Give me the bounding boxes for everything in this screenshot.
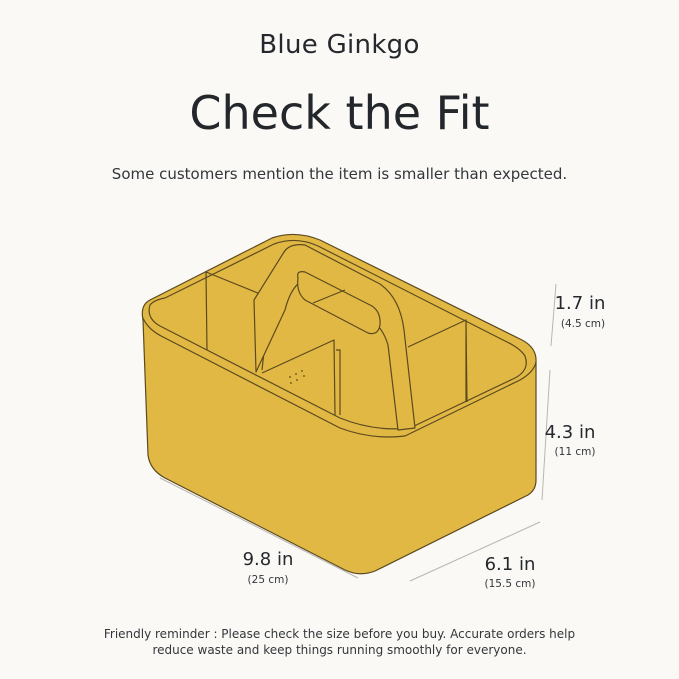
- caddy-front-edge: [142, 317, 537, 438]
- friendly-reminder: Friendly reminder : Please check the siz…: [0, 626, 679, 658]
- lip-height-value: 1.7 in: [554, 293, 606, 314]
- caddy-handle-inner-line: [312, 289, 346, 304]
- lip-height-metric: (4.5 cm): [560, 318, 606, 330]
- dimension-lines: [159, 283, 557, 582]
- reminder-line-1: Friendly reminder : Please check the siz…: [103, 627, 576, 641]
- height-value: 4.3 in: [544, 422, 596, 443]
- brand-name: Blue Ginkgo: [259, 30, 420, 60]
- page-title: Check the Fit: [189, 86, 490, 140]
- width-line: [409, 521, 541, 582]
- length-value: 9.8 in: [242, 549, 294, 570]
- length-line: [159, 477, 359, 579]
- reminder-line-2: reduce waste and keep things running smo…: [152, 643, 527, 657]
- caddy-body: [141, 233, 537, 575]
- height-metric: (11 cm): [554, 446, 596, 458]
- caddy-center-divider: [261, 339, 341, 416]
- width-value: 6.1 in: [484, 554, 536, 575]
- subtitle: Some customers mention the item is small…: [111, 165, 568, 183]
- height-line: [541, 369, 551, 501]
- lip-height-line: [550, 283, 557, 347]
- length-metric: (25 cm): [247, 574, 289, 586]
- caddy-handle-grip: [297, 271, 381, 335]
- caddy-right-divider: [407, 319, 468, 403]
- width-metric: (15.5 cm): [484, 578, 536, 590]
- drain-holes: [289, 370, 305, 384]
- caddy-handle: [253, 244, 416, 431]
